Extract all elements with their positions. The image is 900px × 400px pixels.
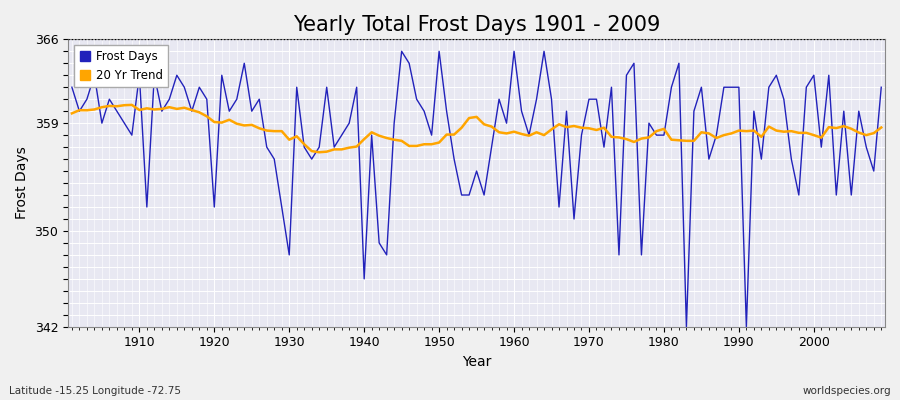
- Frost Days: [396, 49, 407, 54]
- Frost Days: [127, 133, 138, 138]
- 20 Yr Trend: [351, 144, 362, 149]
- Frost Days: [606, 85, 616, 90]
- 20 Yr Trend: [524, 133, 535, 138]
- Frost Days: [508, 49, 519, 54]
- Frost Days: [67, 85, 77, 90]
- 20 Yr Trend: [299, 142, 310, 147]
- 20 Yr Trend: [876, 125, 886, 130]
- 20 Yr Trend: [67, 111, 77, 116]
- X-axis label: Year: Year: [462, 355, 491, 369]
- 20 Yr Trend: [134, 108, 145, 112]
- Frost Days: [876, 85, 886, 90]
- Frost Days: [337, 133, 347, 138]
- Frost Days: [516, 109, 526, 114]
- Frost Days: [292, 85, 302, 90]
- 20 Yr Trend: [614, 135, 625, 140]
- Line: Frost Days: Frost Days: [72, 51, 881, 327]
- Frost Days: [681, 324, 692, 329]
- 20 Yr Trend: [516, 132, 526, 136]
- 20 Yr Trend: [314, 150, 325, 155]
- Y-axis label: Frost Days: Frost Days: [15, 147, 29, 220]
- Text: worldspecies.org: worldspecies.org: [803, 386, 891, 396]
- Title: Yearly Total Frost Days 1901 - 2009: Yearly Total Frost Days 1901 - 2009: [292, 15, 661, 35]
- 20 Yr Trend: [127, 102, 138, 107]
- Legend: Frost Days, 20 Yr Trend: Frost Days, 20 Yr Trend: [74, 45, 168, 86]
- Line: 20 Yr Trend: 20 Yr Trend: [72, 105, 881, 152]
- Text: Latitude -15.25 Longitude -72.75: Latitude -15.25 Longitude -72.75: [9, 386, 181, 396]
